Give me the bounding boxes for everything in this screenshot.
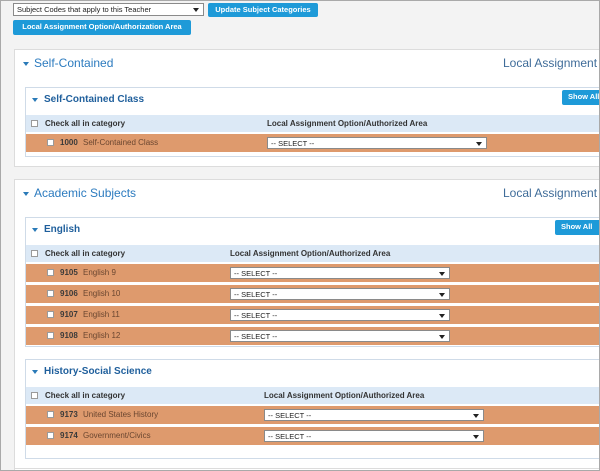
subject-code: 9106 [60, 289, 78, 298]
subject-name: English 10 [83, 289, 121, 298]
subject-name: United States History [83, 410, 159, 419]
local-assignment-button[interactable]: Local Assignment Option/Authorization Ar… [13, 20, 191, 35]
section-title[interactable]: Academic Subjects [34, 186, 137, 200]
group-panel [25, 217, 599, 347]
subject-codes-select[interactable]: Subject Codes that apply to this Teacher [13, 3, 204, 16]
assignment-select[interactable]: -- SELECT -- [230, 267, 450, 279]
subject-name: English 11 [83, 310, 120, 319]
assignment-select[interactable]: -- SELECT -- [230, 309, 450, 321]
collapse-icon[interactable] [32, 370, 38, 374]
check-all-row [26, 115, 599, 132]
checkbox[interactable] [47, 311, 54, 318]
group-title[interactable]: History-Social Science [44, 366, 152, 377]
column-header: Local Assignment [503, 56, 598, 70]
show-all-button[interactable]: Show All [562, 90, 599, 105]
check-all-row [26, 245, 599, 262]
subject-name: English 9 [83, 268, 116, 277]
check-all-label: Check all in category [45, 391, 126, 400]
assignment-select[interactable]: -- SELECT -- [264, 409, 484, 421]
update-button[interactable]: Update Subject Categories [208, 3, 318, 17]
assignment-select[interactable]: -- SELECT -- [267, 137, 487, 149]
checkbox[interactable] [47, 290, 54, 297]
collapse-icon[interactable] [32, 98, 38, 102]
column-label: Local Assignment Option/Authorized Area [230, 249, 391, 258]
collapse-icon[interactable] [23, 62, 29, 66]
checkbox[interactable] [31, 120, 38, 127]
check-all-label: Check all in category [45, 119, 126, 128]
show-all-button[interactable]: Show All [555, 220, 599, 235]
check-all-row [26, 387, 599, 404]
collapse-icon[interactable] [32, 228, 38, 232]
collapse-icon[interactable] [23, 192, 29, 196]
checkbox[interactable] [31, 392, 38, 399]
column-label: Local Assignment Option/Authorized Area [264, 391, 425, 400]
subject-name: Self-Contained Class [83, 138, 159, 147]
group-title[interactable]: English [44, 224, 81, 235]
subject-code: 9108 [60, 331, 78, 340]
assignment-select[interactable]: -- SELECT -- [230, 330, 450, 342]
checkbox[interactable] [47, 269, 54, 276]
assignment-select[interactable]: -- SELECT -- [264, 430, 484, 442]
subject-name: Government/Civics [83, 431, 151, 440]
checkbox[interactable] [47, 432, 54, 439]
checkbox[interactable] [47, 139, 54, 146]
checkbox[interactable] [47, 411, 54, 418]
column-label: Local Assignment Option/Authorized Area [267, 119, 428, 128]
subject-code: 9174 [60, 431, 78, 440]
group-title[interactable]: Self-Contained Class [44, 94, 145, 105]
subject-code: 9105 [60, 268, 78, 277]
subject-code: 9107 [60, 310, 78, 319]
assignment-select[interactable]: -- SELECT -- [230, 288, 450, 300]
subject-name: English 12 [83, 331, 121, 340]
subject-code: 9173 [60, 410, 78, 419]
section-title[interactable]: Self-Contained [34, 56, 114, 70]
check-all-label: Check all in category [45, 249, 126, 258]
checkbox[interactable] [47, 332, 54, 339]
checkbox[interactable] [31, 250, 38, 257]
column-header: Local Assignment [503, 186, 598, 200]
subject-code: 1000 [60, 138, 78, 147]
